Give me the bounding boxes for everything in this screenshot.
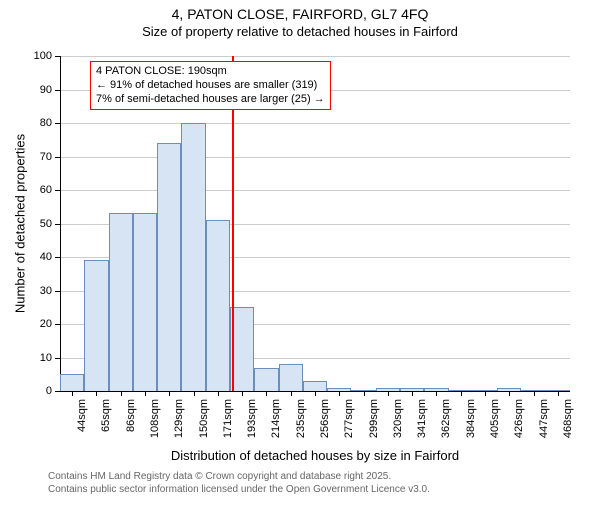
chart-container: 4, PATON CLOSE, FAIRFORD, GL7 4FQ Size o… [0,6,600,506]
xtick-label: 426sqm [513,399,525,438]
xtick-label: 150sqm [198,399,210,438]
xtick-label: 384sqm [465,399,477,438]
histogram-bar [84,260,108,391]
xtick-label: 299sqm [368,399,380,438]
xtick-label: 44sqm [76,399,88,432]
xtick-mark [96,391,97,396]
xtick-mark [169,391,170,396]
xtick-mark [291,391,292,396]
histogram-bar [60,374,84,391]
annotation-line: 4 PATON CLOSE: 190sqm [96,65,325,79]
histogram-bar [303,381,327,391]
xtick-label: 235sqm [295,399,307,438]
xtick-mark [485,391,486,396]
xtick-label: 256sqm [319,399,331,438]
xtick-mark [412,391,413,396]
xtick-label: 86sqm [125,399,137,432]
xtick-mark [534,391,535,396]
histogram-bar [109,213,133,391]
marker-annotation: 4 PATON CLOSE: 190sqm← 91% of detached h… [90,61,331,110]
ytick-label: 50 [22,218,52,230]
xtick-label: 277sqm [343,399,355,438]
ytick-label: 20 [22,318,52,330]
xtick-label: 405sqm [489,399,501,438]
xtick-label: 214sqm [270,399,282,438]
xtick-mark [509,391,510,396]
ytick-label: 100 [22,50,52,62]
x-axis-label: Distribution of detached houses by size … [60,448,570,463]
xtick-mark [558,391,559,396]
xtick-mark [436,391,437,396]
ytick-label: 30 [22,285,52,297]
xtick-mark [461,391,462,396]
xtick-label: 171sqm [222,399,234,438]
ytick-label: 80 [22,117,52,129]
grid-line [60,190,570,191]
grid-line [60,123,570,124]
ytick-label: 70 [22,151,52,163]
xtick-mark [339,391,340,396]
xtick-mark [194,391,195,396]
xtick-label: 362sqm [440,399,452,438]
histogram-bar [133,213,157,391]
attribution-line-2: Contains public sector information licen… [48,483,430,496]
histogram-bar [254,368,278,391]
xtick-mark [145,391,146,396]
xtick-mark [121,391,122,396]
xtick-mark [72,391,73,396]
histogram-bar [157,143,181,391]
xtick-mark [315,391,316,396]
xtick-label: 129sqm [173,399,185,438]
xtick-mark [242,391,243,396]
ytick-label: 10 [22,352,52,364]
xtick-mark [364,391,365,396]
chart-title: 4, PATON CLOSE, FAIRFORD, GL7 4FQ [0,6,600,22]
ytick-label: 0 [22,385,52,397]
y-axis-line [60,56,61,391]
attribution-line-1: Contains HM Land Registry data © Crown c… [48,470,391,483]
xtick-label: 65sqm [100,399,112,432]
xtick-mark [266,391,267,396]
chart-subtitle: Size of property relative to detached ho… [0,24,600,39]
xtick-label: 320sqm [392,399,404,438]
xtick-label: 341sqm [416,399,428,438]
xtick-mark [388,391,389,396]
annotation-line: ← 91% of detached houses are smaller (31… [96,79,325,93]
xtick-label: 468sqm [562,399,574,438]
xtick-label: 447sqm [538,399,550,438]
xtick-label: 108sqm [149,399,161,438]
grid-line [60,157,570,158]
ytick-label: 40 [22,251,52,263]
xtick-mark [218,391,219,396]
annotation-line: 7% of semi-detached houses are larger (2… [96,93,325,107]
plot-area: 010203040506070809010044sqm65sqm86sqm108… [60,56,570,391]
ytick-label: 90 [22,84,52,96]
ytick-label: 60 [22,184,52,196]
histogram-bar [279,364,303,391]
histogram-bar [206,220,230,391]
xtick-label: 193sqm [246,399,258,438]
grid-line [60,56,570,57]
histogram-bar [181,123,205,391]
